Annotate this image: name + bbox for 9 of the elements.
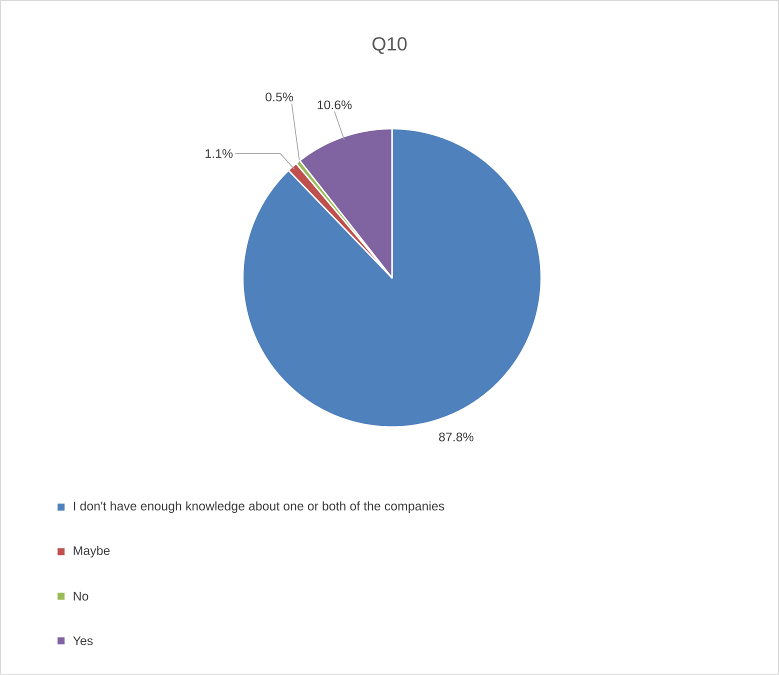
legend-label: I don't have enough knowledge about one or both of the companies [74,501,444,514]
data-label: 10.6% [318,100,352,110]
legend-label: No [74,592,88,601]
legend-label: Maybe [74,546,110,558]
data-label: 0.5% [266,92,294,102]
chart-title: Q10 [372,37,407,54]
data-label: 1.1% [206,149,233,158]
data-label: 87.8% [439,432,474,442]
legend-label: Yes [73,636,93,646]
